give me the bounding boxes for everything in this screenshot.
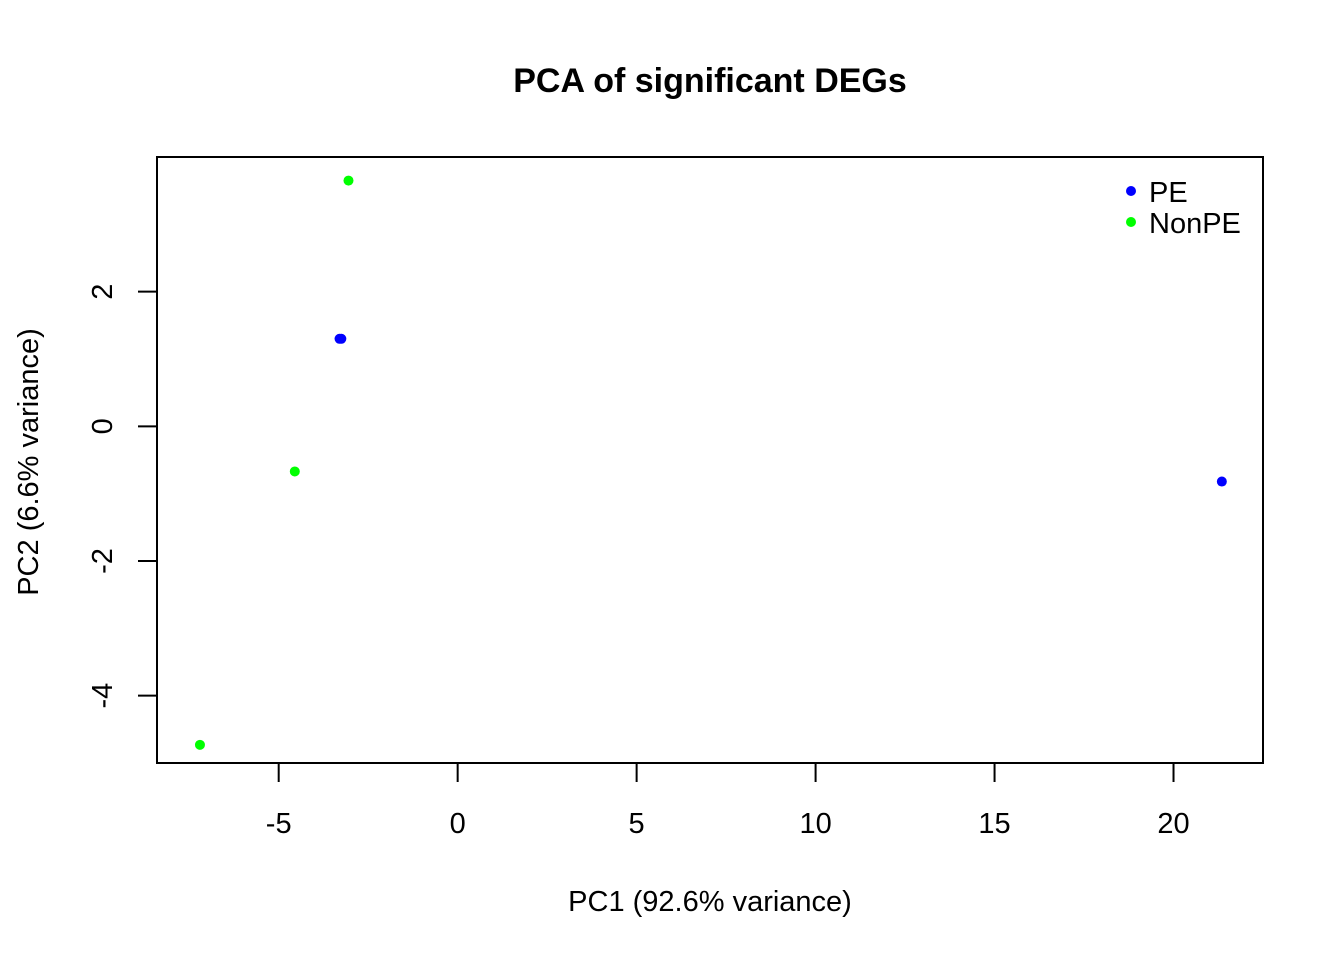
y-tick-label: 2 (87, 284, 119, 300)
legend-marker-pe (1126, 186, 1136, 196)
y-tick-label: -4 (87, 683, 119, 709)
legend-marker-nonpe (1126, 217, 1136, 227)
legend-label-pe: PE (1149, 177, 1188, 209)
plot-frame (156, 156, 1264, 764)
y-axis-label: PC2 (6.6% variance) (13, 328, 45, 596)
data-points (194, 175, 1227, 750)
x-axis-label: PC1 (92.6% variance) (568, 886, 852, 918)
x-axis: -5 0 5 10 15 20 (266, 763, 1190, 840)
y-tick-label: -2 (87, 548, 119, 574)
x-tick-label: 5 (629, 808, 645, 840)
x-tick-label: 0 (450, 808, 466, 840)
y-tick-label: 0 (87, 418, 119, 434)
x-tick-label: -5 (266, 808, 292, 840)
legend-label-nonpe: NonPE (1149, 208, 1241, 240)
y-axis: -4 -2 0 2 (87, 284, 157, 709)
data-point-nonpe (289, 466, 300, 477)
data-point-pe (336, 333, 347, 344)
data-point-nonpe (194, 739, 205, 750)
data-point-nonpe (343, 175, 354, 186)
x-tick-label: 15 (978, 808, 1010, 840)
chart-title: PCA of significant DEGs (513, 62, 907, 100)
x-tick-label: 10 (799, 808, 831, 840)
data-point-pe (1216, 476, 1227, 487)
x-tick-label: 20 (1157, 808, 1189, 840)
